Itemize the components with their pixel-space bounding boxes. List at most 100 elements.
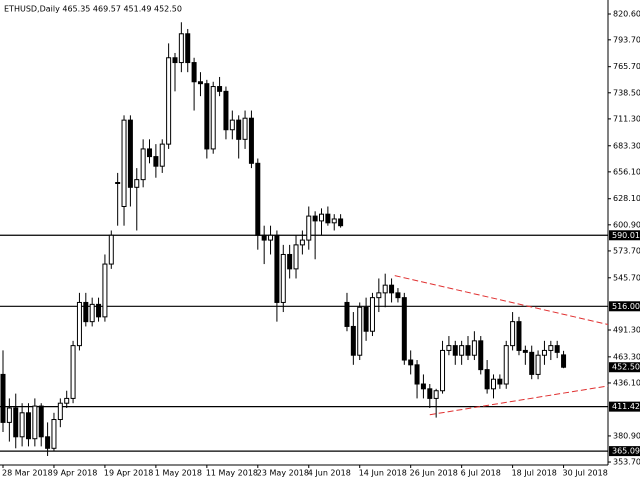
y-tick-label: 656.10: [613, 167, 640, 176]
y-tick-label: 463.30: [613, 352, 640, 361]
candle-body: [306, 215, 312, 241]
candle-body: [389, 284, 395, 294]
x-tick-label: 18 Jul 2018: [512, 469, 557, 478]
candle-body: [319, 213, 324, 222]
candle-body: [382, 284, 388, 294]
x-tick-label: 1 May 2018: [155, 469, 202, 478]
candle-body: [210, 86, 216, 150]
candle-body: [446, 345, 452, 351]
y-tick-label: 711.30: [613, 114, 640, 123]
candle-body: [452, 345, 458, 356]
candle-body: [96, 303, 102, 318]
candle-body: [127, 119, 133, 188]
candle-body: [76, 301, 82, 347]
candle-body: [325, 213, 331, 224]
x-tick-label: 4 Jun 2018: [308, 469, 351, 478]
x-tick-label: 19 Apr 2018: [104, 469, 153, 478]
y-tick-label: 600.90: [613, 220, 640, 229]
candle-body: [89, 303, 95, 323]
candle-body: [197, 81, 203, 85]
candle-body: [350, 325, 356, 356]
candle-body: [255, 162, 261, 236]
candle-body: [140, 148, 146, 181]
y-tick-label: 353.70: [613, 458, 640, 467]
candle-body: [147, 148, 153, 158]
y-tick-label: 793.70: [613, 35, 640, 44]
candle-body: [299, 239, 305, 246]
y-tick-label: 491.30: [613, 325, 640, 334]
candle-body: [395, 292, 401, 299]
candle-body: [185, 33, 191, 64]
candle-body: [471, 340, 477, 356]
x-tick-label: 23 May 2018: [257, 469, 309, 478]
candle-body: [25, 412, 31, 440]
candle-body: [401, 297, 407, 361]
candle-body: [369, 297, 375, 332]
candle-body: [484, 369, 490, 390]
candle-body: [427, 388, 433, 399]
candle-body: [478, 340, 484, 371]
candle-body: [6, 407, 12, 423]
candle-body: [19, 412, 25, 438]
candle-body: [535, 354, 541, 375]
candle-body: [108, 234, 114, 265]
candle-body: [153, 156, 159, 167]
candle-body: [178, 33, 184, 64]
candle-body: [344, 301, 350, 327]
candle-body: [503, 345, 509, 385]
candle-body: [217, 86, 223, 92]
candle-body: [529, 351, 535, 375]
y-tick-label: 820.60: [613, 10, 640, 19]
candle-body: [51, 419, 57, 449]
level-box: [609, 401, 640, 412]
level-box: [609, 230, 640, 241]
candle-body: [497, 378, 503, 385]
candle-body: [38, 405, 44, 438]
x-tick-label: 11 May 2018: [206, 469, 258, 478]
x-tick-label: 26 Jun 2018: [410, 469, 458, 478]
candle-body: [229, 119, 235, 131]
candle-body: [357, 306, 363, 356]
y-tick-label: 683.30: [613, 141, 640, 150]
candle-body: [242, 117, 248, 140]
level-label: 365.09: [612, 447, 640, 456]
chart-title: ETHUSD,Daily 465.35 469.57 451.49 452.50: [4, 5, 182, 14]
current-price-label: 452.50: [612, 363, 640, 372]
candle-body: [248, 117, 254, 164]
level-label: 411.42: [612, 402, 640, 411]
level-box: [609, 446, 640, 457]
candle-body: [408, 359, 414, 366]
y-tick-label: 573.70: [613, 246, 640, 255]
candle-body: [338, 218, 344, 227]
candle-body: [510, 321, 516, 347]
candle-body: [102, 263, 108, 318]
candle-body: [83, 301, 89, 323]
candle-body: [64, 397, 70, 404]
candle-body: [268, 234, 274, 241]
candle-body: [548, 345, 554, 351]
candle-body: [0, 373, 6, 423]
candle-body: [172, 57, 178, 64]
candle-body: [554, 345, 560, 353]
candle-body: [561, 354, 567, 368]
candle-body: [191, 62, 197, 83]
candle-body: [159, 143, 165, 167]
candle-body: [57, 402, 63, 421]
candle-body: [522, 349, 528, 353]
x-tick-label: 14 Jun 2018: [359, 469, 407, 478]
candle-body: [134, 179, 140, 188]
candle-body: [363, 306, 369, 332]
candle-body: [541, 349, 547, 356]
y-tick-label: 436.10: [613, 378, 640, 387]
candle-body: [280, 253, 286, 303]
candle-body: [414, 364, 420, 385]
candle-body: [274, 234, 280, 303]
y-tick-label: 628.10: [613, 194, 640, 203]
candle-body: [166, 57, 172, 145]
y-tick-label: 380.90: [613, 431, 640, 440]
candle-body: [223, 90, 229, 131]
candle-body: [32, 405, 38, 440]
x-tick-label: 6 Jul 2018: [461, 469, 501, 478]
